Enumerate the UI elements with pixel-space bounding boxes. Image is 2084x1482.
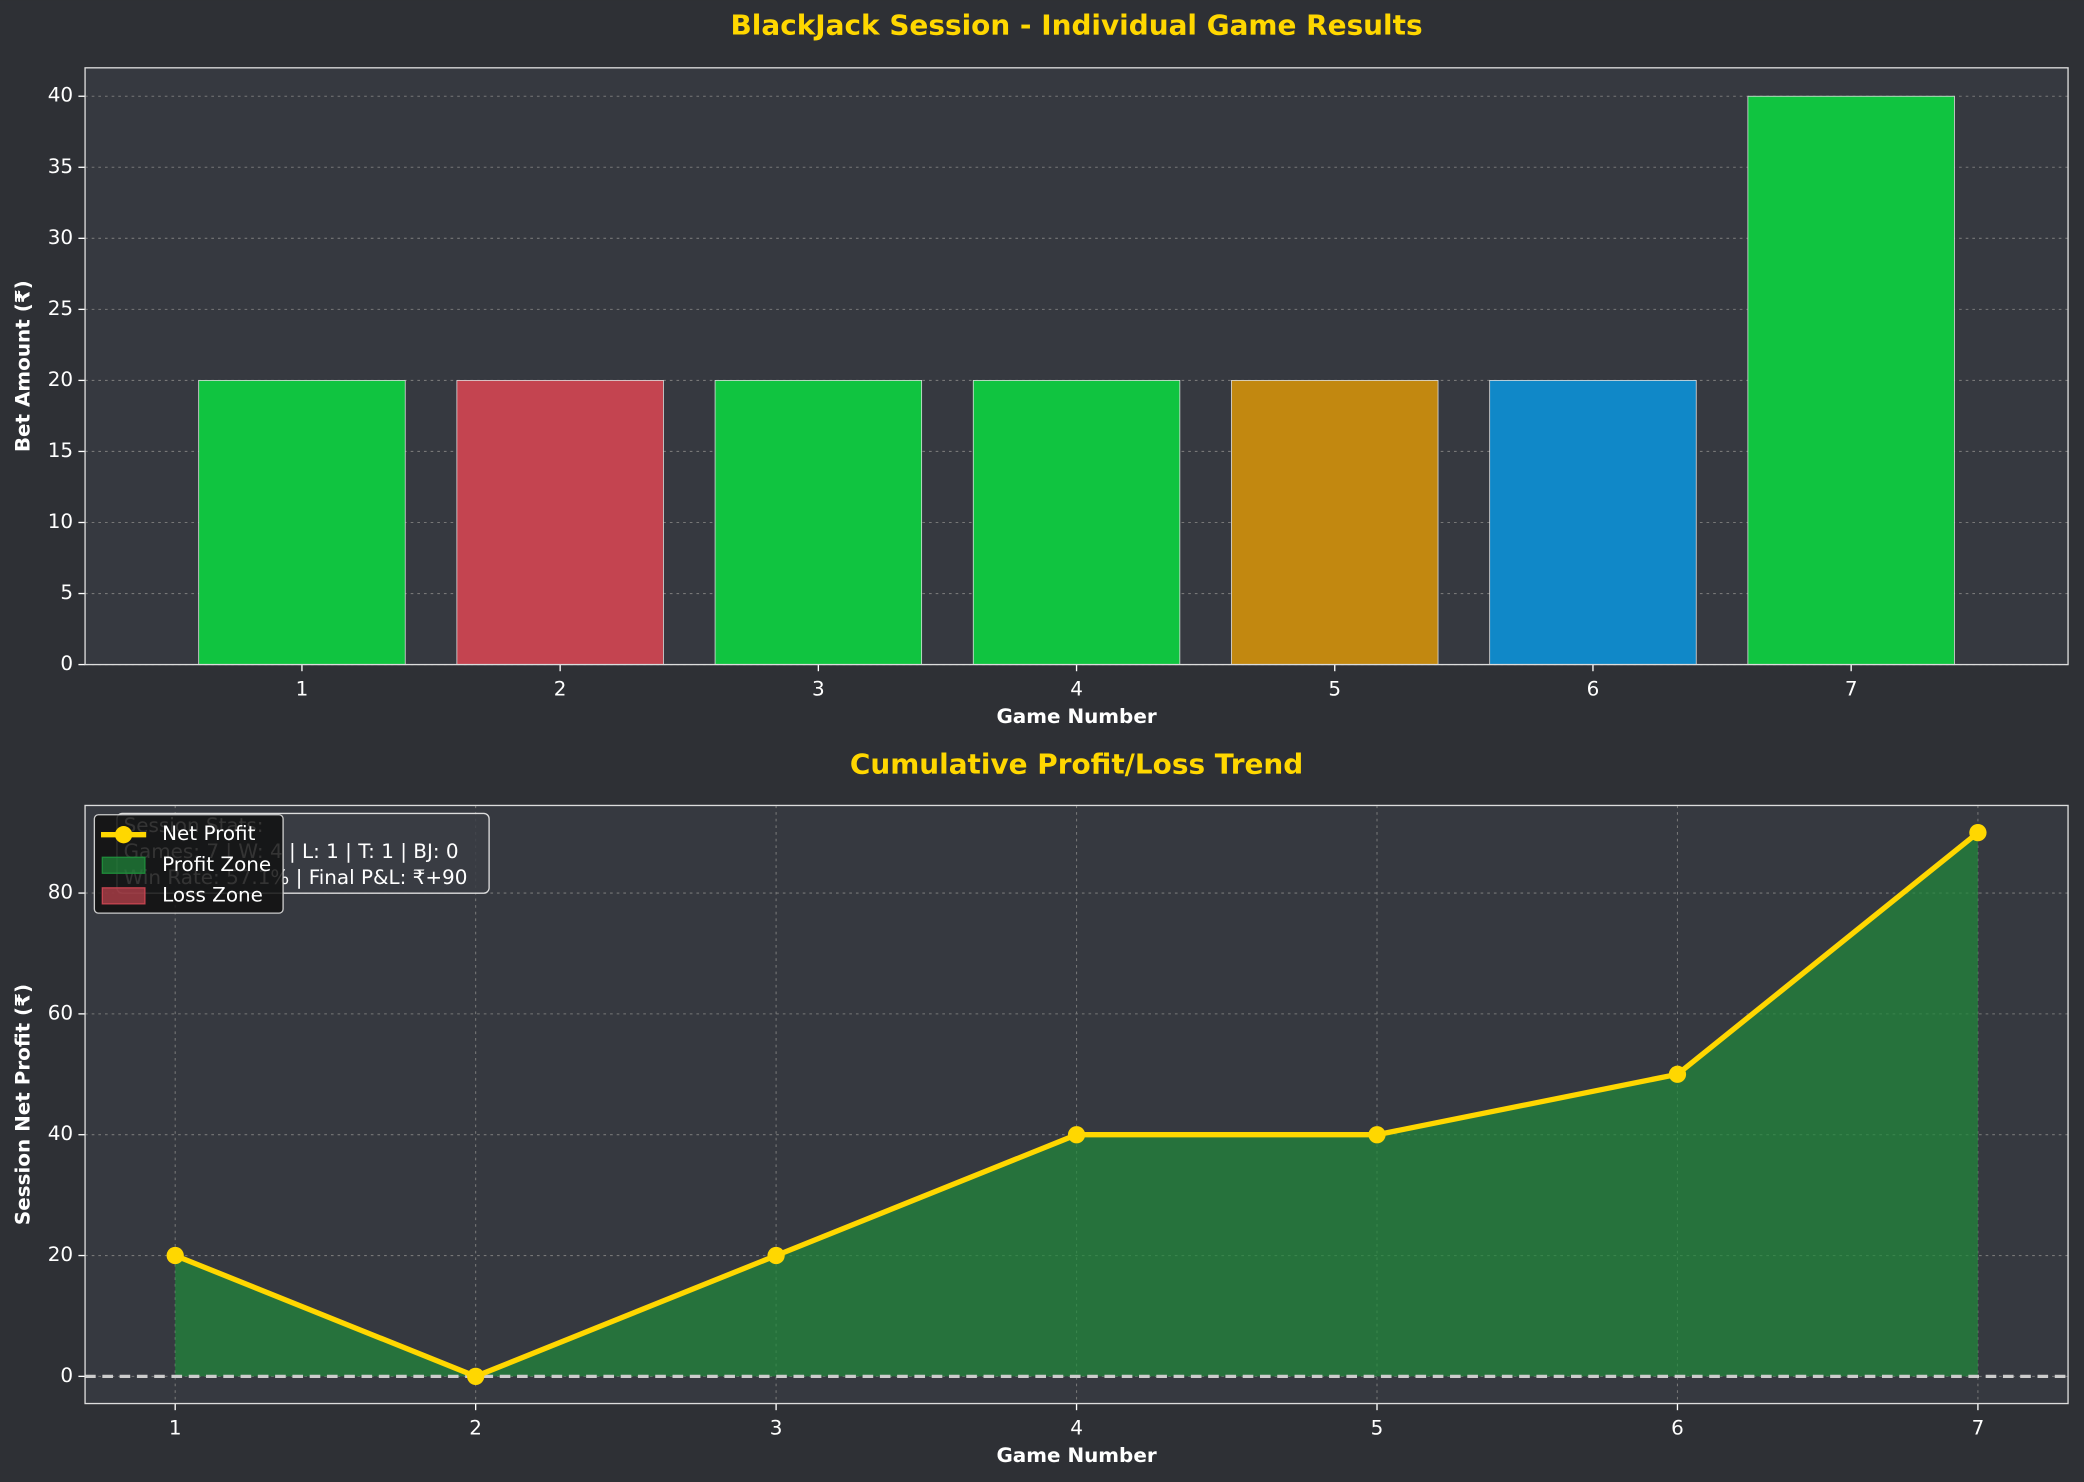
point [1067, 1126, 1086, 1144]
point [1368, 1126, 1386, 1144]
x-tick-label: 5 [1328, 677, 1341, 700]
y-tick-label: 20 [48, 368, 73, 391]
y-tick-label: 20 [48, 1243, 73, 1266]
y-tick-label: 60 [48, 1001, 73, 1024]
bar [198, 380, 406, 665]
bar [456, 380, 664, 665]
y-tick-label: 35 [48, 155, 73, 178]
profit-area [175, 832, 1978, 1377]
bar [714, 380, 923, 665]
y-tick-label: 25 [48, 297, 73, 320]
legend-label: Net Profit [162, 822, 255, 845]
point [1668, 1065, 1687, 1083]
y-axis-label: Bet Amount (₹) [11, 280, 34, 452]
x-tick-label: 2 [554, 677, 567, 700]
y-tick-label: 80 [48, 881, 73, 904]
point [767, 1246, 785, 1265]
y-tick-label: 0 [60, 1364, 73, 1387]
x-tick-label: 1 [296, 677, 309, 700]
x-tick-label: 3 [812, 677, 825, 700]
y-tick-label: 15 [48, 439, 73, 462]
legend-marker [114, 826, 133, 844]
y-axis-label: Session Net Profit (₹) [11, 984, 34, 1225]
x-tick-label: 6 [1587, 677, 1600, 700]
bar [1747, 95, 1955, 665]
x-tick-label: 4 [1070, 677, 1083, 700]
x-tick-label: 7 [1972, 1416, 1985, 1439]
legend-label: Profit Zone [162, 853, 271, 876]
point [166, 1246, 184, 1265]
bar [1231, 380, 1439, 665]
x-axis-label: Game Number [996, 705, 1156, 728]
plot-frame [84, 67, 2069, 666]
x-axis-label: Game Number [996, 1444, 1156, 1467]
x-tick-label: 4 [1070, 1416, 1083, 1439]
bar [972, 380, 1181, 665]
y-tick-label: 5 [60, 581, 73, 604]
legend-patch [101, 856, 146, 874]
x-tick-label: 1 [169, 1416, 182, 1439]
x-tick-label: 7 [1845, 677, 1858, 700]
chart-title: Cumulative Profit/Loss Trend [850, 748, 1303, 781]
point [1969, 824, 1987, 842]
legend-label: Loss Zone [162, 883, 263, 906]
x-tick-label: 3 [770, 1416, 783, 1439]
x-tick-label: 2 [469, 1416, 482, 1439]
chart-title: BlackJack Session - Individual Game Resu… [731, 9, 1423, 42]
x-tick-label: 6 [1671, 1416, 1684, 1439]
y-tick-label: 0 [60, 652, 73, 675]
point [467, 1367, 485, 1386]
y-tick-label: 30 [48, 226, 73, 249]
y-tick-label: 40 [48, 84, 73, 107]
y-tick-label: 40 [48, 1122, 73, 1145]
legend-patch [101, 887, 146, 905]
plot-frame [84, 804, 2069, 1405]
bar [1489, 380, 1697, 665]
y-tick-label: 10 [48, 510, 73, 533]
x-tick-label: 5 [1371, 1416, 1384, 1439]
